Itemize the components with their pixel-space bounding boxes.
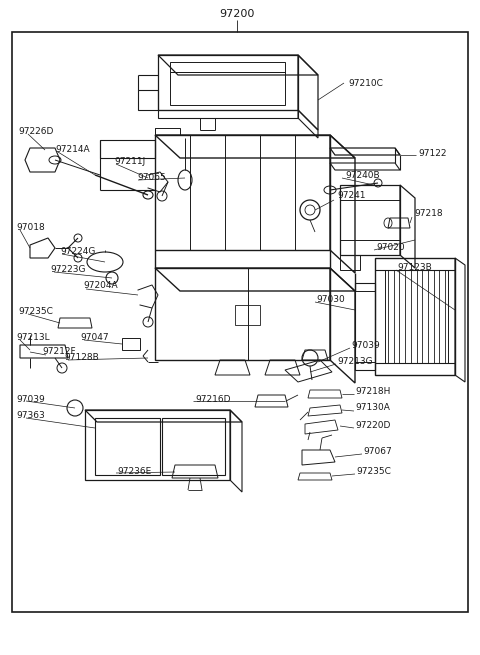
Text: 97200: 97200	[219, 9, 255, 19]
Text: 97216D: 97216D	[195, 394, 230, 403]
Text: 97130A: 97130A	[355, 403, 390, 413]
Text: 97220D: 97220D	[355, 422, 390, 430]
Text: 97204A: 97204A	[83, 280, 118, 290]
Text: 97020: 97020	[376, 242, 405, 252]
Text: 97212F: 97212F	[42, 348, 76, 356]
Text: 97241: 97241	[337, 191, 365, 200]
Text: 97235C: 97235C	[356, 468, 391, 476]
Text: 97039: 97039	[351, 341, 380, 350]
Text: 97213G: 97213G	[337, 356, 372, 365]
Text: 97213L: 97213L	[16, 333, 49, 341]
Text: 97211J: 97211J	[114, 157, 145, 166]
Text: 97224G: 97224G	[60, 246, 96, 255]
Text: 97039: 97039	[16, 396, 45, 405]
Text: 97210C: 97210C	[348, 79, 383, 88]
Text: 97223G: 97223G	[50, 265, 85, 274]
Text: 97018: 97018	[16, 223, 45, 231]
Bar	[122, 338, 140, 350]
Text: 97218H: 97218H	[355, 386, 390, 396]
Text: 97240B: 97240B	[345, 172, 380, 181]
Text: 97214A: 97214A	[55, 145, 90, 153]
Text: 97218: 97218	[414, 210, 443, 219]
Text: 97030: 97030	[316, 295, 345, 303]
Text: 97363: 97363	[16, 411, 45, 421]
Text: 97122: 97122	[418, 149, 446, 157]
Text: 97047: 97047	[80, 333, 108, 341]
Text: 97236E: 97236E	[117, 466, 151, 476]
Bar	[12, 32, 468, 612]
Text: 97067: 97067	[363, 447, 392, 457]
Text: 97128B: 97128B	[64, 352, 99, 362]
Text: 97235C: 97235C	[18, 307, 53, 316]
Text: 97065: 97065	[137, 172, 166, 181]
Text: 97226D: 97226D	[18, 128, 53, 136]
Text: 97123B: 97123B	[397, 263, 432, 272]
